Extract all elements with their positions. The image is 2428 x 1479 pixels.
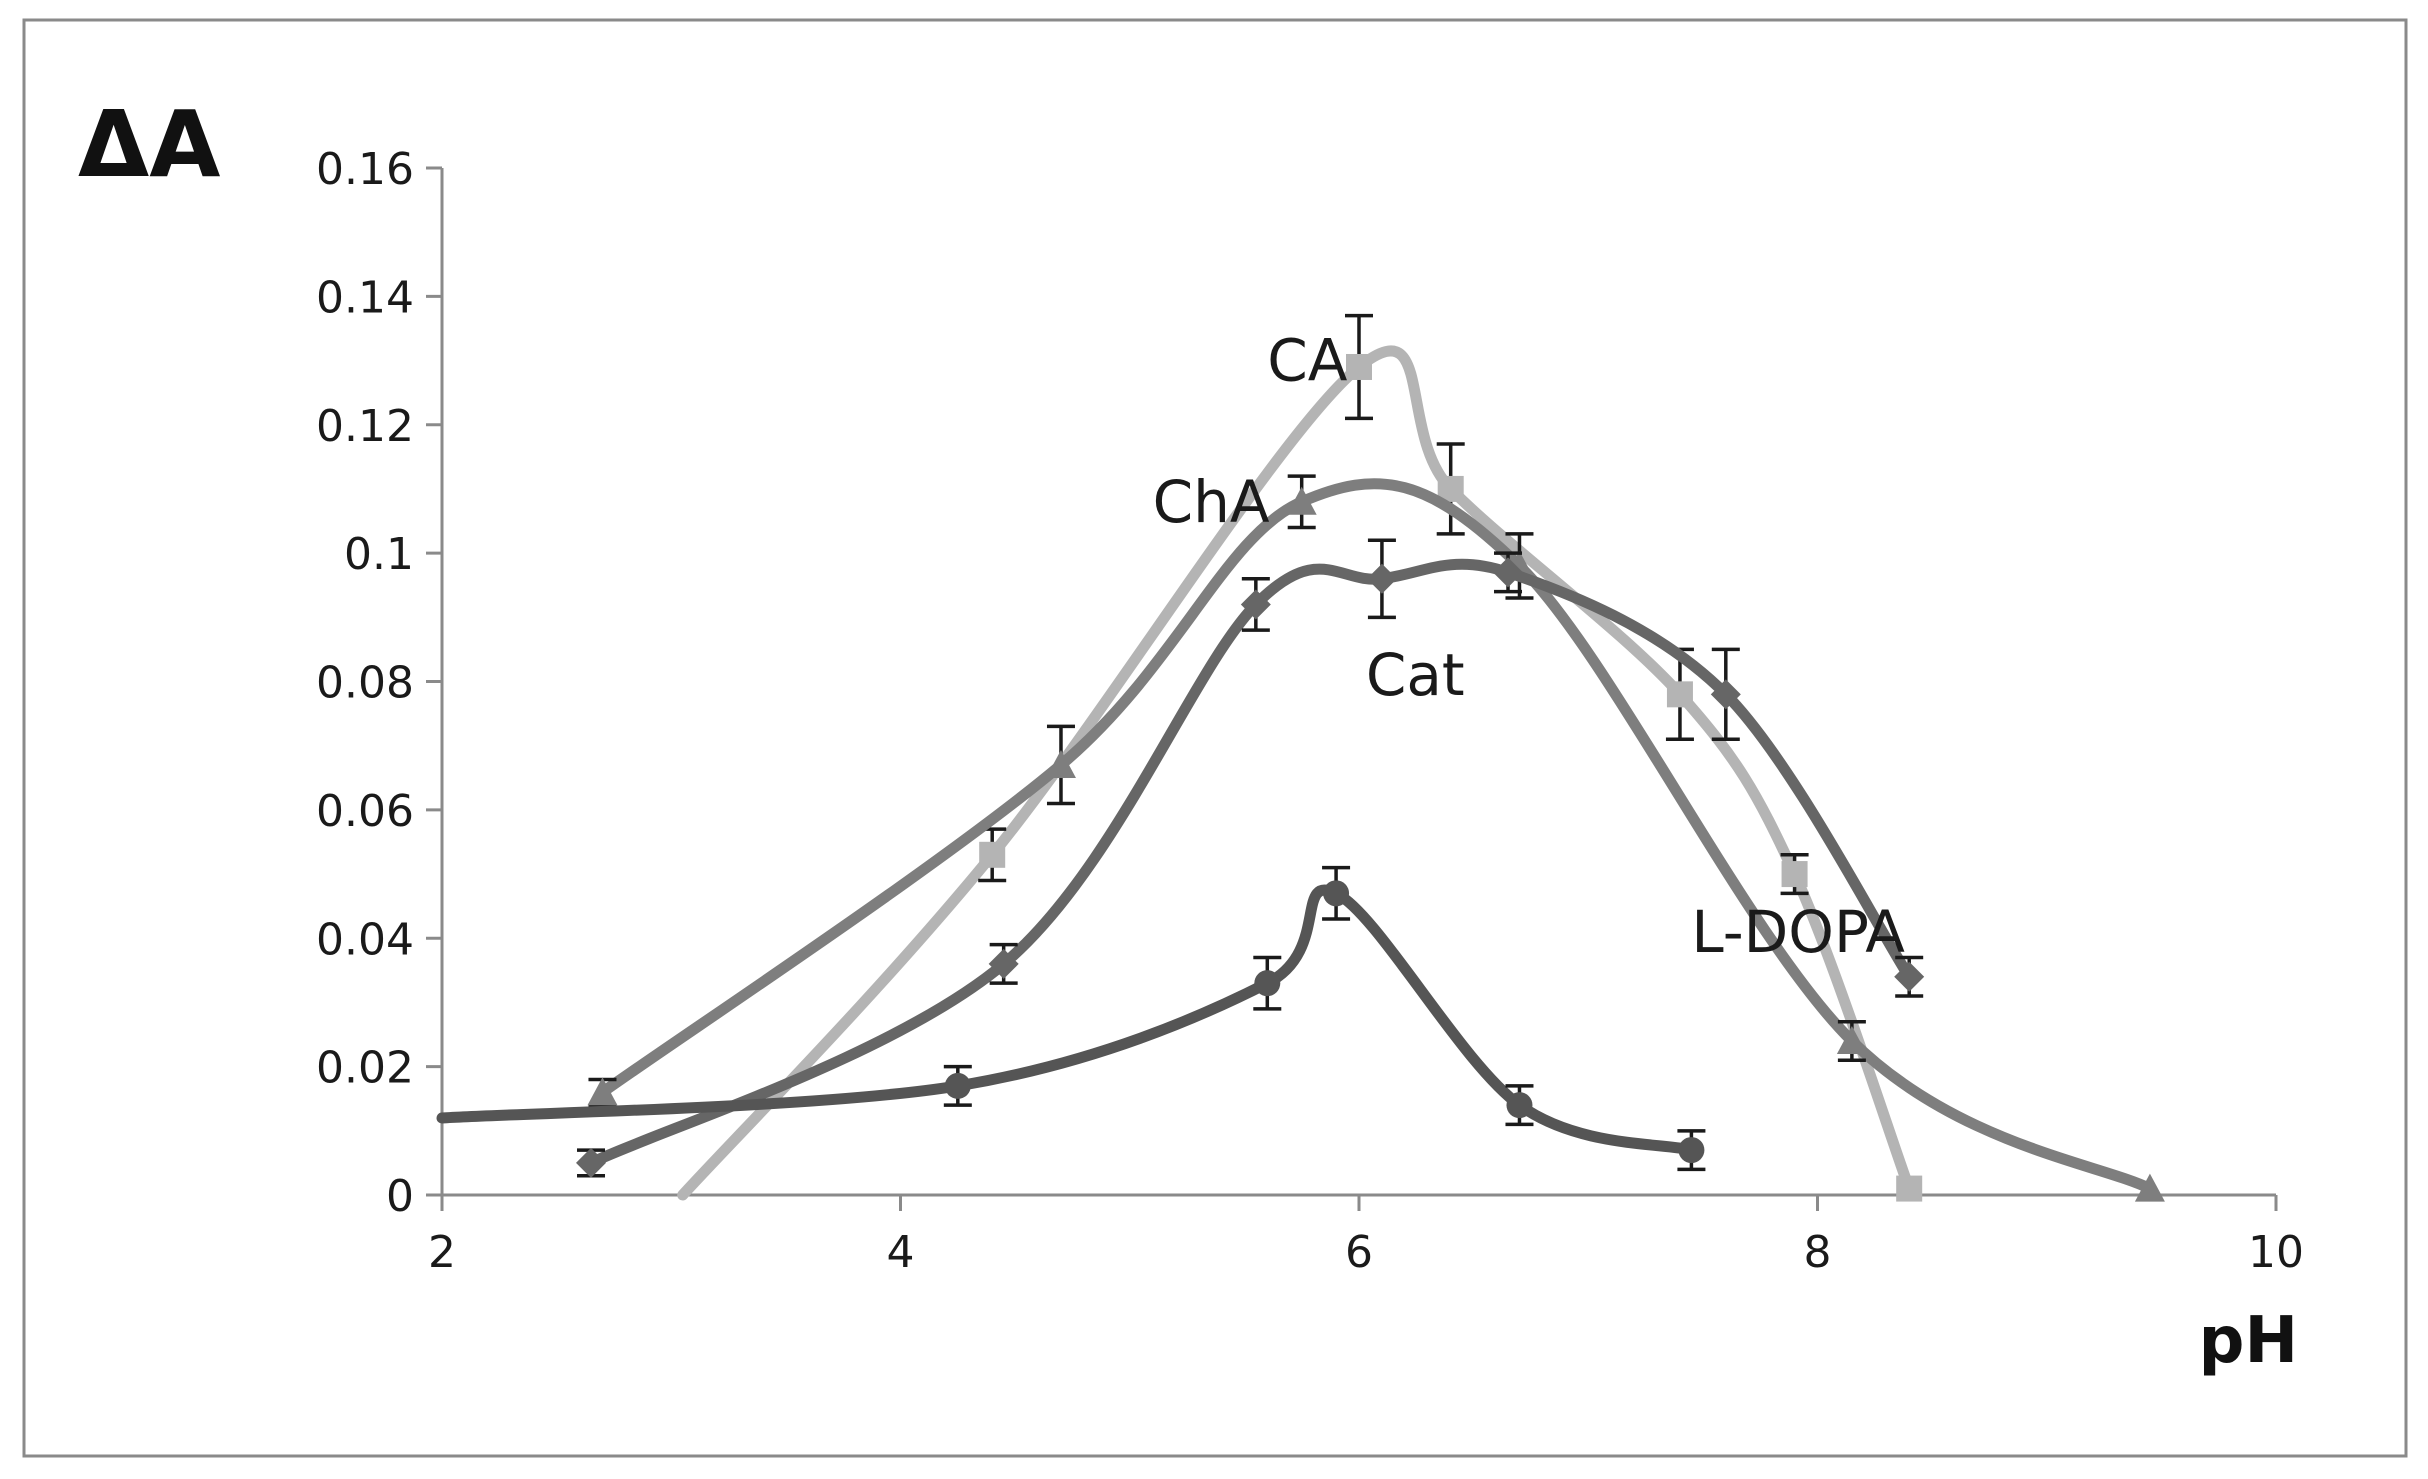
data-point-ca (1781, 861, 1808, 888)
series-label-ca: CA (1267, 327, 1347, 395)
x-tick-label: 4 (887, 1227, 915, 1278)
x-tick-label: 2 (428, 1227, 456, 1278)
y-tick-label: 0.1 (344, 529, 414, 580)
series-l-dopa (436, 865, 1706, 1172)
data-point-l-dopa (944, 1072, 971, 1099)
data-point-cha (1836, 1025, 1867, 1054)
data-point-l-dopa (1254, 970, 1281, 997)
data-point-cat (576, 1147, 607, 1178)
data-point-cat (1894, 961, 1925, 992)
axes: 0 0.02 0.04 0.06 0.08 0.1 0.12 0.14 0.16 2 4 6 8 10 (316, 144, 2304, 1278)
data-point-cat (1710, 679, 1741, 710)
data-point-ca (1896, 1175, 1923, 1202)
data-point-l-dopa (1323, 880, 1350, 907)
data-point-ca (979, 841, 1006, 868)
data-point-ca (1666, 681, 1693, 708)
series-label-l-dopa: L-DOPA (1691, 898, 1905, 966)
data-point-l-dopa (1678, 1137, 1705, 1164)
data-point-cat (1240, 589, 1271, 620)
data-point-cat (988, 948, 1019, 979)
series-cat (576, 538, 1925, 1178)
y-tick-label: 0.08 (316, 658, 414, 709)
data-point-cha (2134, 1173, 2165, 1202)
data-point-cat (1366, 563, 1397, 594)
x-axis-title: pH (2199, 1304, 2298, 1378)
series-label-cat: Cat (1366, 641, 1465, 709)
chart-frame (22, 18, 2408, 1458)
data-point-cha (587, 1077, 618, 1106)
y-tick-label: 0.16 (316, 144, 414, 195)
data-point-ca (1346, 353, 1372, 380)
y-tick-label: 0 (386, 1171, 414, 1222)
series-layer (436, 313, 2165, 1202)
y-tick-label: 0.12 (316, 401, 414, 452)
data-point-cha (1045, 749, 1076, 778)
y-tick-label: 0.14 (316, 272, 414, 323)
y-tick-label: 0.04 (316, 914, 414, 965)
y-axis-title: ΔA (78, 91, 220, 198)
series-label-cha: ChA (1153, 468, 1270, 536)
data-point-l-dopa (1506, 1092, 1533, 1119)
x-tick-label: 6 (1345, 1227, 1373, 1278)
series-line-cha (597, 478, 2156, 1195)
x-tick-label: 10 (2248, 1227, 2304, 1278)
y-tick-label: 0.06 (316, 786, 414, 837)
x-tick-label: 8 (1804, 1227, 1832, 1278)
series-labels: CA ChA Cat L-DOPA (1153, 327, 1906, 966)
y-tick-label: 0.02 (316, 1043, 414, 1094)
data-point-cha (1286, 486, 1317, 515)
data-point-cat (1493, 557, 1524, 588)
